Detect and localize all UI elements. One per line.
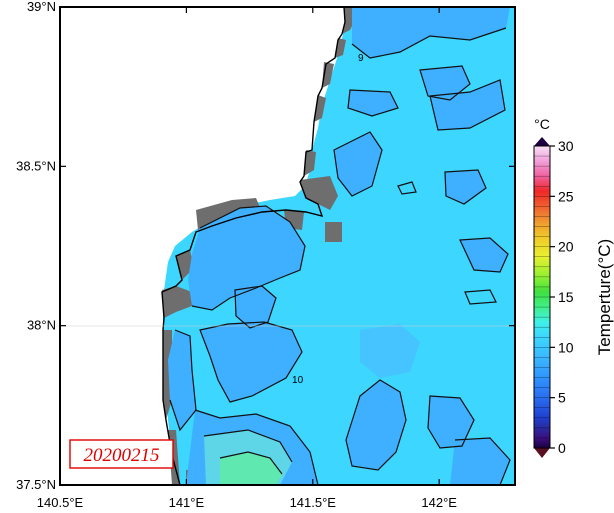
lon-tick-label: 141°E xyxy=(169,495,205,510)
colorbar-unit: °C xyxy=(534,116,550,132)
temperature-contours xyxy=(169,27,511,485)
lat-tick-label: 38.5°N xyxy=(16,158,56,173)
lon-tick-label: 140.5°E xyxy=(37,495,84,510)
colorbar: 0 5 10 15 20 25 30 °C Temperture(°C) xyxy=(533,116,614,458)
colorbar-tick-label: 30 xyxy=(558,138,574,154)
colorbar-min-arrow xyxy=(534,448,550,458)
contour-value-label: 10 xyxy=(292,375,304,386)
lon-tick-label: 141.5°E xyxy=(290,495,337,510)
lat-tick-label: 38°N xyxy=(27,318,56,333)
map-frame xyxy=(59,6,516,486)
longitude-axis: 140.5°E 141°E 141.5°E 142°E xyxy=(37,7,457,510)
lat-tick-label: 39°N xyxy=(27,0,56,14)
colorbar-tick-label: 20 xyxy=(558,239,574,255)
coastline xyxy=(161,7,346,485)
date-stamp-box xyxy=(69,439,174,469)
colorbar-tick-label: 15 xyxy=(558,289,574,305)
colorbar-tick-label: 5 xyxy=(558,390,566,406)
colorbar-tick-label: 25 xyxy=(558,188,574,204)
contour-value-label: 9 xyxy=(358,53,364,64)
colorbar-tick-label: 10 xyxy=(558,339,574,355)
date-label: 20200215 xyxy=(84,445,160,466)
colorbar-max-arrow xyxy=(534,137,550,146)
colorbar-tick-label: 0 xyxy=(558,440,566,456)
map-panel: 9 10 xyxy=(60,7,515,485)
colorbar-title: Temperture(°C) xyxy=(595,239,614,355)
date-stamp: 20200215 xyxy=(69,439,174,469)
latitude-axis: 39°N 38.5°N 38°N 37.5°N xyxy=(16,0,515,492)
mid-water-patches xyxy=(204,324,420,485)
lat-tick-label: 37.5°N xyxy=(16,477,56,492)
lon-tick-label: 142°E xyxy=(421,495,457,510)
